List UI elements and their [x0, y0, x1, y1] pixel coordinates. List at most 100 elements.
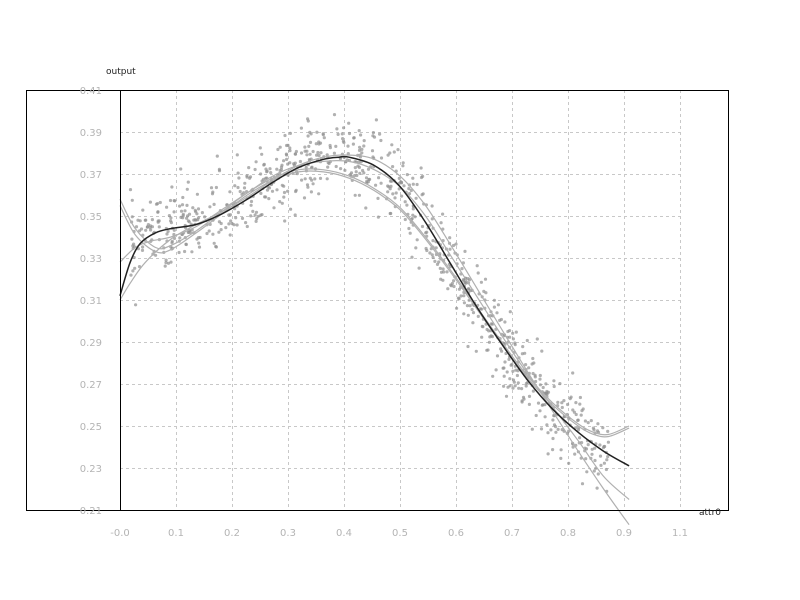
data-point — [214, 244, 218, 249]
data-point — [130, 215, 134, 219]
data-point — [319, 151, 323, 155]
data-point — [579, 413, 583, 417]
data-point — [288, 131, 292, 135]
data-point — [520, 387, 524, 391]
data-point — [524, 384, 528, 388]
data-point — [282, 195, 286, 199]
data-point — [134, 225, 139, 229]
data-point — [341, 137, 345, 141]
data-point — [234, 216, 238, 220]
data-point — [332, 151, 336, 155]
data-point — [479, 280, 483, 284]
y-tick-label: 0.33 — [80, 254, 102, 265]
data-point — [521, 345, 525, 349]
data-point — [379, 156, 384, 160]
data-point — [362, 171, 366, 175]
data-point — [311, 149, 315, 154]
data-point — [503, 320, 507, 324]
data-point — [593, 458, 597, 463]
data-point — [167, 214, 171, 218]
data-point — [260, 152, 264, 156]
data-point — [513, 384, 517, 388]
data-point — [535, 337, 539, 341]
data-point — [505, 370, 509, 374]
data-point — [334, 144, 338, 148]
data-point — [584, 457, 588, 461]
data-point — [379, 181, 383, 185]
data-point — [536, 401, 541, 405]
data-point — [419, 166, 423, 170]
data-point — [200, 211, 204, 215]
data-point — [278, 200, 282, 204]
x-tick-label: 0.3 — [280, 528, 296, 539]
data-point — [248, 175, 253, 179]
data-point — [483, 277, 488, 281]
data-point — [374, 118, 378, 122]
data-point — [232, 223, 236, 227]
data-point — [306, 119, 310, 123]
y-tick-label: 0.31 — [80, 296, 102, 307]
data-point — [593, 446, 597, 450]
data-point — [349, 171, 354, 175]
data-point — [511, 337, 515, 341]
data-point — [431, 239, 435, 243]
data-point — [394, 191, 398, 195]
data-point — [209, 186, 214, 190]
data-point — [181, 212, 185, 216]
data-point — [551, 448, 555, 452]
data-point — [285, 153, 289, 157]
data-point — [358, 171, 362, 175]
data-point — [503, 360, 507, 364]
data-point — [283, 219, 287, 223]
data-point — [551, 436, 555, 441]
data-point — [374, 183, 378, 187]
data-point — [145, 225, 149, 229]
data-point — [559, 456, 563, 460]
data-point — [411, 182, 415, 186]
data-point — [556, 400, 560, 404]
data-point — [439, 221, 443, 225]
data-point — [299, 126, 303, 130]
data-point — [194, 210, 198, 214]
data-point — [459, 294, 463, 298]
data-point — [589, 419, 593, 423]
data-point — [357, 165, 361, 169]
data-point — [228, 233, 232, 237]
data-point — [357, 148, 362, 152]
data-point — [379, 138, 383, 143]
data-point — [434, 246, 438, 250]
data-point — [258, 146, 262, 150]
data-point — [249, 214, 253, 218]
data-point — [527, 402, 532, 406]
data-point — [235, 153, 239, 157]
data-point — [471, 321, 475, 325]
data-point — [177, 250, 181, 255]
data-point — [502, 366, 506, 370]
data-point — [445, 270, 449, 274]
data-point — [235, 223, 239, 227]
data-point — [466, 313, 470, 317]
y-tick-label: 0.25 — [80, 422, 102, 433]
data-point — [191, 206, 195, 210]
data-point — [407, 192, 412, 196]
data-point — [465, 304, 469, 308]
data-point — [508, 335, 512, 339]
data-point — [554, 430, 558, 434]
data-point — [326, 165, 330, 169]
data-point — [556, 427, 560, 431]
data-point — [285, 157, 289, 161]
data-point — [314, 142, 318, 146]
data-point — [454, 242, 458, 246]
x-tick-label: 1.1 — [672, 528, 688, 539]
data-point — [495, 354, 500, 358]
data-point — [261, 177, 266, 181]
data-point — [265, 188, 270, 192]
data-point — [131, 269, 135, 273]
data-point — [527, 394, 532, 398]
band-curve — [119, 168, 630, 436]
data-point — [315, 153, 319, 157]
data-point — [433, 259, 437, 263]
data-point — [132, 242, 136, 246]
data-point — [531, 356, 535, 361]
data-point — [263, 195, 267, 199]
